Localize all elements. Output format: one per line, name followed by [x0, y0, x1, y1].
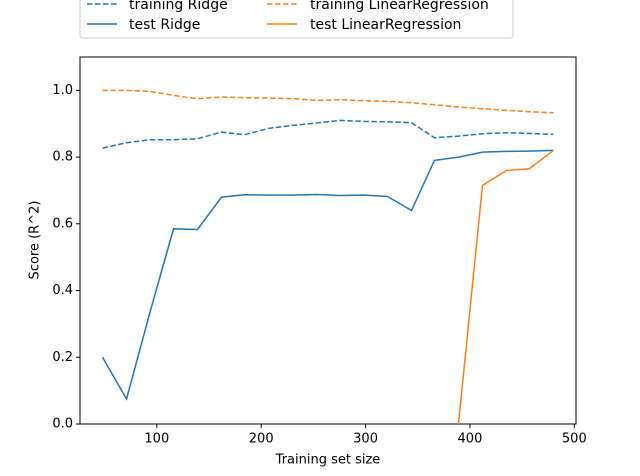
legend-label: test LinearRegression — [310, 17, 461, 33]
x-tick-label: 100 — [144, 432, 169, 447]
series-line — [102, 119, 554, 149]
series-line — [101, 149, 554, 401]
y-axis-label: Score (R^2) — [28, 201, 43, 280]
x-tick-label: 500 — [562, 432, 587, 447]
y-tick-label: 0.8 — [52, 150, 73, 165]
legend-label: training Ridge — [129, 0, 228, 13]
y-tick-label: 0.2 — [52, 350, 73, 365]
plot-lines — [101, 89, 554, 424]
x-tick-label: 200 — [249, 432, 274, 447]
y-tick-label: 0.4 — [52, 283, 73, 298]
legend-box — [79, 0, 514, 39]
series-line — [457, 149, 554, 424]
x-tick-label: 400 — [458, 432, 483, 447]
y-tick-label: 0.0 — [52, 417, 73, 432]
x-tick-label: 300 — [353, 432, 378, 447]
legend-label: test Ridge — [129, 17, 200, 33]
x-axis-label: Training set size — [275, 453, 381, 468]
y-tick-label: 1.0 — [52, 83, 73, 98]
plot-frame — [79, 56, 577, 425]
series-line — [102, 89, 554, 114]
y-tick-label: 0.6 — [52, 216, 73, 231]
legend-label: training LinearRegression — [310, 0, 489, 13]
